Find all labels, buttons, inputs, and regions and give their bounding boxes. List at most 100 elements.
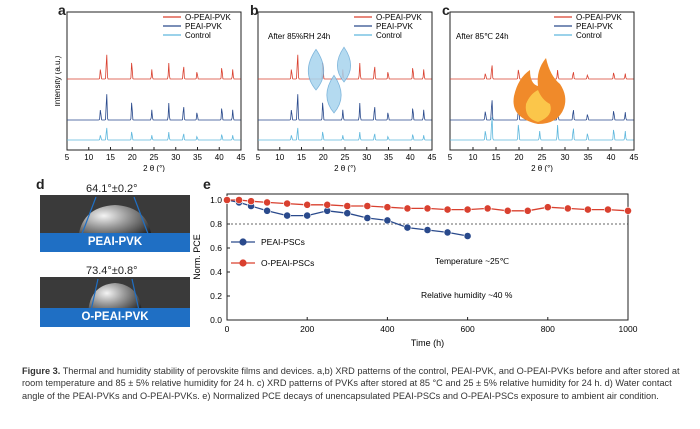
data-point xyxy=(423,226,432,234)
x-tick-label: 35 xyxy=(384,153,393,162)
y-axis-label: Intensity (a.u.) xyxy=(55,55,62,106)
data-point xyxy=(223,196,231,204)
x-tick-label: 35 xyxy=(193,153,202,162)
x-axis-label: 2 θ (°) xyxy=(334,164,356,172)
x-tick-label: 10 xyxy=(469,153,478,162)
x-tick-label: 45 xyxy=(428,153,436,162)
pce-chart: 0.0 0.2 0.4 0.6 0.8 1.0 0 200 400 600 800 1000 Time … xyxy=(192,193,638,348)
flame-inner xyxy=(525,90,551,122)
water-drop xyxy=(307,48,325,91)
xrd-panel-b: 5 10 15 20 25 30 35 40 45 2 θ (°) O-PEAI-PVKPEAI-P… xyxy=(256,11,436,172)
opeai-film-label: O-PEAI-PVK xyxy=(81,311,149,323)
data-point xyxy=(383,216,392,225)
control-pattern xyxy=(258,127,432,141)
x-tick-label: 5 xyxy=(448,153,453,162)
water-drop xyxy=(337,46,351,83)
x-tick-label: 200 xyxy=(300,324,314,334)
x-axis-label: 2 θ (°) xyxy=(531,164,553,172)
data-point xyxy=(423,204,432,213)
data-point xyxy=(583,205,592,214)
legend-marker xyxy=(239,259,247,267)
legend-label: O-PEAI-PSCs xyxy=(261,258,314,268)
panel-b-letter: b xyxy=(250,2,259,18)
x-tick-label: 40 xyxy=(607,153,616,162)
data-point xyxy=(403,223,412,232)
x-tick-label: 30 xyxy=(171,153,180,162)
x-tick-label: 45 xyxy=(237,153,245,162)
x-tick-label: 20 xyxy=(319,153,328,162)
x-tick-label: 15 xyxy=(106,153,115,162)
data-point xyxy=(323,200,332,209)
data-point xyxy=(303,211,312,220)
legend-label: PEAI-PVK xyxy=(185,22,223,31)
data-point xyxy=(363,202,372,210)
control-pattern xyxy=(450,117,634,141)
water-drop xyxy=(326,74,342,114)
data-point xyxy=(247,197,255,206)
x-tick-label: 40 xyxy=(215,153,224,162)
peai-pattern xyxy=(67,94,241,121)
data-point xyxy=(235,196,243,204)
data-point xyxy=(483,204,492,213)
legend-label: O-PEAI-PVK xyxy=(576,13,622,22)
panel-d-letter: d xyxy=(36,176,45,192)
y-axis-label: Norm. PCE xyxy=(192,234,202,280)
x-tick-label: 30 xyxy=(362,153,371,162)
humidity-annotation: Relative humidity ~40 % xyxy=(421,290,513,300)
x-tick-label: 15 xyxy=(297,153,306,162)
plot-frame xyxy=(66,11,242,151)
flame-illustration xyxy=(513,58,566,124)
panel-e-letter: e xyxy=(203,176,211,192)
x-tick-label: 0 xyxy=(225,324,230,334)
data-point xyxy=(403,204,412,213)
opeai-film xyxy=(40,308,190,327)
legend-marker xyxy=(239,238,247,246)
x-tick-label: 15 xyxy=(492,153,501,162)
peai-film xyxy=(40,233,190,252)
data-point xyxy=(523,206,532,215)
data-point xyxy=(443,228,452,237)
legend-label: PEAI-PSCs xyxy=(261,237,305,247)
y-tick-label: 0.4 xyxy=(210,267,222,277)
legend-label: Control xyxy=(376,31,402,40)
opeai-pattern xyxy=(67,54,241,80)
y-tick-label: 0.8 xyxy=(210,219,222,229)
x-tick-label: 1000 xyxy=(619,324,638,334)
peai-contact-angle: 64.1°±0.2° xyxy=(86,183,138,195)
x-tick-label: 400 xyxy=(380,324,394,334)
legend-label: PEAI-PVK xyxy=(376,22,414,31)
xrd-panel-c: 5 10 15 20 25 30 35 40 45 2 θ (°) O-PEAI-PVKPEAI-P… xyxy=(448,11,638,172)
x-tick-label: 30 xyxy=(561,153,570,162)
y-tick-label: 0.2 xyxy=(210,291,222,301)
plot-frame xyxy=(226,193,629,321)
data-point xyxy=(624,206,632,215)
data-point xyxy=(363,214,372,222)
opeai-contact-angle: 73.4°±0.8° xyxy=(86,265,138,277)
x-tick-label: 25 xyxy=(341,153,350,162)
data-point xyxy=(563,204,572,213)
panel-c-letter: c xyxy=(442,2,450,18)
x-tick-label: 35 xyxy=(584,153,593,162)
data-point xyxy=(463,232,472,240)
x-tick-label: 40 xyxy=(406,153,415,162)
y-tick-label: 0.6 xyxy=(210,243,222,253)
data-point xyxy=(283,199,292,208)
y-tick-label: 0.0 xyxy=(210,315,222,325)
temperature-annotation: Temperature ~25℃ xyxy=(435,256,509,266)
x-tick-label: 10 xyxy=(275,153,284,162)
data-point xyxy=(283,211,292,220)
x-axis-label: 2 θ (°) xyxy=(143,164,165,172)
legend-label: Control xyxy=(185,31,211,40)
peai-film-label: PEAI-PVK xyxy=(87,236,143,248)
series-line-1 xyxy=(227,199,629,212)
data-point xyxy=(463,205,472,214)
data-point xyxy=(503,206,512,215)
x-tick-label: 600 xyxy=(461,324,475,334)
panel-a-letter: a xyxy=(58,2,66,18)
x-tick-label: 5 xyxy=(256,153,261,162)
x-tick-label: 25 xyxy=(538,153,547,162)
data-point xyxy=(604,205,612,214)
xrd-panel-a: Intensity (a.u.) 5 10 15 20 25 30 35 40 45 2 θ (°)… xyxy=(55,11,245,172)
x-tick-label: 20 xyxy=(515,153,524,162)
data-point xyxy=(263,198,271,207)
